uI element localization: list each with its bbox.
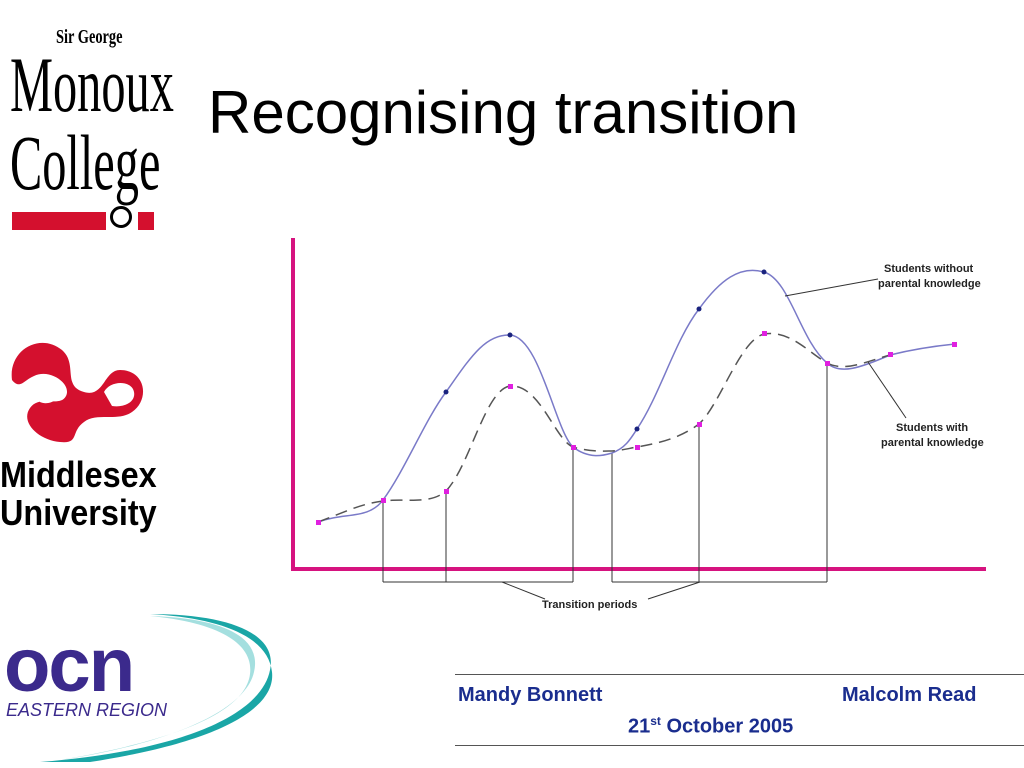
- monoux-logo-bar: [12, 212, 106, 230]
- footer-date-suffix: st: [650, 714, 661, 728]
- middlesex-logo-line2: University: [0, 492, 157, 533]
- label-without-line1: Students without: [884, 263, 974, 275]
- point-with: [952, 342, 957, 347]
- leader-line-without: [784, 278, 879, 297]
- curve-without-parental-knowledge: [317, 269, 956, 523]
- monoux-logo-line2: Monoux: [10, 41, 174, 128]
- label-without-line2: parental knowledge: [878, 278, 981, 290]
- monoux-logo-line1: Sir George: [56, 26, 123, 48]
- point-with: [825, 361, 830, 366]
- point-with: [697, 422, 702, 427]
- footer-date-day: 21: [628, 715, 651, 738]
- footer-rule-bottom: [455, 745, 1024, 746]
- footer-rule-top: [455, 674, 1024, 675]
- slide-title: Recognising transition: [208, 79, 799, 146]
- middlesex-logo-line1: Middlesex: [0, 454, 157, 495]
- footer-date: 21st October 2005: [628, 714, 793, 739]
- leader-line-with: [867, 361, 907, 419]
- point-with: [762, 331, 767, 336]
- label-with-line1: Students with: [896, 422, 968, 434]
- point-with: [444, 489, 449, 494]
- curve-with-parental-knowledge: [317, 332, 891, 523]
- label-transition-periods: Transition periods: [542, 599, 637, 611]
- transition-drop-lines: [382, 363, 828, 582]
- monoux-logo-line3: College: [10, 119, 161, 206]
- point-with: [316, 520, 321, 525]
- point-with: [381, 498, 386, 503]
- footer-date-rest: October 2005: [660, 715, 794, 738]
- point-without: [507, 332, 513, 338]
- footer-right-name: Malcolm Read: [842, 684, 977, 706]
- point-with: [571, 445, 576, 450]
- middlesex-university-logo: Middlesex University: [0, 330, 170, 540]
- point-without: [761, 269, 767, 275]
- points-without: [443, 269, 767, 432]
- points-with: [316, 331, 957, 525]
- label-with-line2: parental knowledge: [881, 437, 984, 449]
- point-with: [508, 384, 513, 389]
- monoux-college-logo: Sir George Monoux College: [10, 24, 174, 234]
- monoux-logo-ring: [110, 206, 132, 228]
- ocn-eastern-region-logo: ocn EASTERN REGION: [0, 612, 280, 762]
- ocn-logo-word: ocn: [4, 623, 135, 708]
- monoux-logo-bar-end: [138, 212, 154, 230]
- point-without: [443, 389, 449, 395]
- point-without: [696, 306, 702, 312]
- transition-brackets: [383, 581, 827, 600]
- point-with: [635, 445, 640, 450]
- ocn-logo-region: EASTERN REGION: [6, 700, 168, 720]
- point-without: [634, 426, 640, 432]
- bracket-pointer: [501, 581, 546, 600]
- bracket-pointer: [647, 581, 701, 600]
- point-with: [888, 352, 893, 357]
- footer-left-name: Mandy Bonnett: [458, 684, 603, 706]
- ocn-swoosh-icon: [40, 614, 273, 762]
- middlesex-ribbon-icon: [11, 342, 144, 443]
